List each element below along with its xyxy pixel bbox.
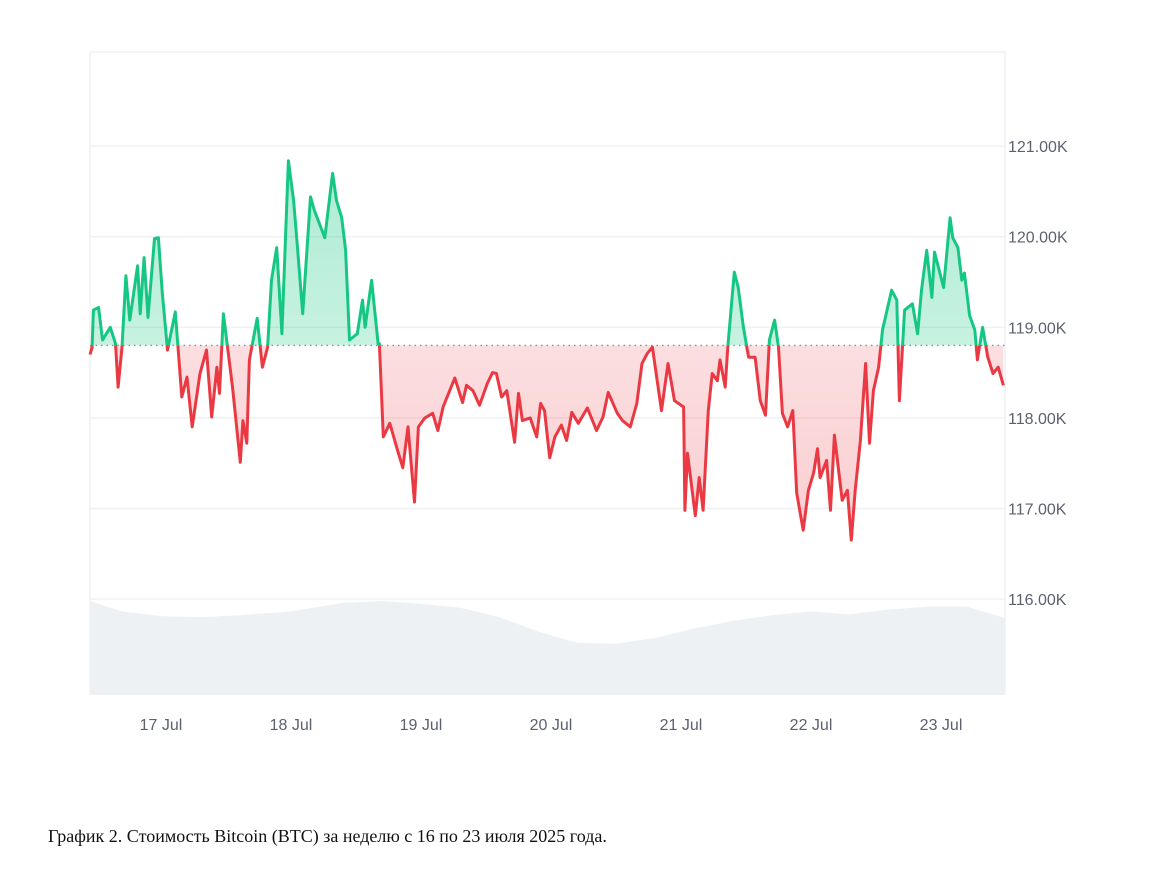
y-tick-label: 116.00K bbox=[1008, 592, 1067, 609]
x-tick-label: 17 Jul bbox=[140, 717, 183, 734]
area-below-baseline bbox=[90, 345, 1004, 541]
price-areas bbox=[90, 160, 1004, 541]
x-tick-label: 18 Jul bbox=[270, 717, 313, 734]
y-tick-label: 118.00K bbox=[1008, 411, 1067, 428]
y-tick-label: 119.00K bbox=[1008, 320, 1067, 337]
y-axis-labels: 121.00K 120.00K 119.00K 118.00K 117.00K 116.0… bbox=[1008, 139, 1068, 609]
x-tick-label: 20 Jul bbox=[530, 717, 573, 734]
figure-caption: График 2. Стоимость Bitcoin (BTC) за нед… bbox=[48, 826, 607, 846]
price-line-below-baseline bbox=[88, 345, 1005, 542]
y-tick-label: 120.00K bbox=[1008, 230, 1068, 247]
price-lines bbox=[88, 159, 1005, 542]
volume-area-group bbox=[90, 601, 1005, 695]
x-tick-label: 19 Jul bbox=[400, 717, 443, 734]
y-tick-label: 117.00K bbox=[1008, 501, 1067, 518]
x-tick-label: 23 Jul bbox=[920, 717, 963, 734]
area-above-baseline bbox=[90, 160, 1004, 346]
x-tick-label: 22 Jul bbox=[790, 717, 833, 734]
y-tick-label: 121.00K bbox=[1008, 139, 1068, 156]
volume-area bbox=[90, 601, 1005, 695]
x-tick-label: 21 Jul bbox=[660, 717, 703, 734]
x-axis-labels: 17 Jul 18 Jul 19 Jul 20 Jul 21 Jul 22 Jul 23 J… bbox=[140, 717, 963, 734]
